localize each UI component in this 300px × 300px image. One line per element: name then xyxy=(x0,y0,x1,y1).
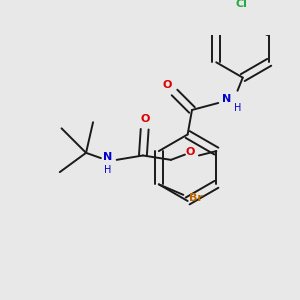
Text: N: N xyxy=(103,152,112,162)
Text: O: O xyxy=(185,147,195,157)
Text: Cl: Cl xyxy=(235,0,247,9)
Text: H: H xyxy=(104,165,112,175)
Text: N: N xyxy=(222,94,232,104)
Text: O: O xyxy=(141,114,150,124)
Text: O: O xyxy=(163,80,172,91)
Text: Br: Br xyxy=(189,193,202,203)
Text: H: H xyxy=(234,103,241,113)
